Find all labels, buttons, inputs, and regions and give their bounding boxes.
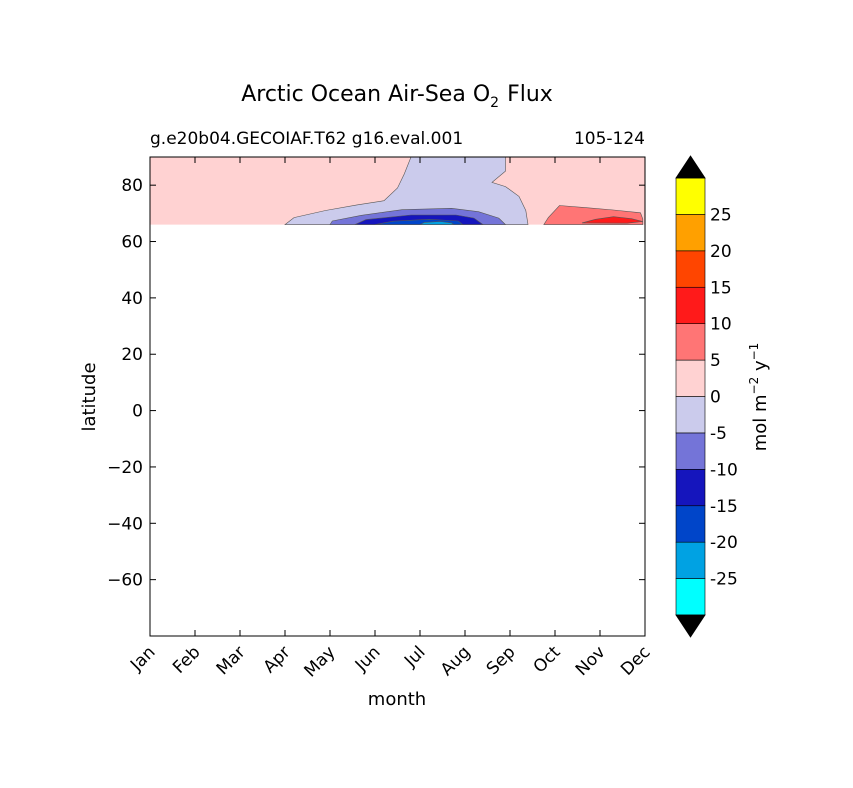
colorbar-swatch [675, 323, 706, 361]
chart-title-main: Arctic Ocean Air-Sea O [241, 82, 490, 107]
colorbar-label: mol m−2 y−1 [747, 343, 771, 452]
colorbar-label-exp1: −2 [747, 377, 761, 395]
y-tick-label: −60 [107, 571, 143, 591]
x-tick-label: Nov [572, 642, 610, 680]
colorbar-tick-label: -25 [710, 570, 738, 590]
colorbar-extend-top [675, 155, 706, 179]
chart-title-subscript: 2 [490, 95, 499, 111]
colorbar-swatch [675, 541, 706, 579]
y-axis-ticks: 80 60 40 20 0 −20 −40 −60 [107, 176, 645, 591]
x-tick-label: Dec [617, 642, 654, 679]
colorbar-swatch [675, 578, 706, 616]
colorbar-tick-label: 20 [710, 242, 732, 262]
plot-area: 80 60 40 20 0 −20 −40 −60 Jan Feb Mar Apr May Jun Jul… [107, 156, 655, 681]
colorbar-tick-label: 5 [710, 351, 721, 371]
colorbar-swatch [675, 250, 706, 288]
x-tick-label: Jun [351, 642, 385, 676]
colorbar-tick-label: -10 [710, 460, 738, 480]
y-tick-label: −20 [107, 458, 143, 478]
colorbar-tick-label: 15 [710, 278, 732, 298]
colorbar-label-main: mol m [750, 394, 771, 451]
contour-region-positive-core [581, 216, 643, 224]
colorbar-swatch [675, 505, 706, 543]
x-tick-label: Sep [483, 642, 520, 679]
colorbar-tick-label: -20 [710, 533, 738, 553]
chart-subtitle-right: 105-124 [574, 129, 645, 149]
colorbar-tick-label: 0 [710, 388, 721, 408]
x-tick-label: Apr [260, 642, 295, 677]
colorbar: -25 -20 -15 -10 -5 0 5 10 15 20 25 [675, 155, 738, 638]
y-tick-label: 60 [121, 233, 143, 253]
chart-title: Arctic Ocean Air-Sea O2 Flux [241, 82, 553, 111]
contour-region-core-center [419, 221, 455, 225]
colorbar-label-exp2: −1 [747, 343, 761, 361]
colorbar-extend-bottom [675, 614, 706, 638]
chart-subtitle-left: g.e20b04.GECOIAF.T62 g16.eval.001 [150, 129, 463, 149]
colorbar-label-mid: y [750, 360, 771, 377]
x-tick-label: Feb [169, 642, 204, 677]
y-tick-label: 0 [132, 402, 143, 422]
colorbar-swatch [675, 359, 706, 397]
plot-frame [149, 156, 646, 637]
x-tick-label: Mar [213, 642, 250, 679]
x-axis-label: month [368, 689, 426, 710]
x-tick-label: Jan [126, 642, 159, 675]
y-axis-label: latitude [79, 362, 100, 431]
plot-background [150, 157, 645, 636]
colorbar-swatch [675, 469, 706, 507]
colorbar-swatch [675, 177, 706, 215]
colorbar-tick-label: -5 [710, 424, 727, 444]
colorbar-swatch [675, 214, 706, 252]
y-tick-label: 80 [121, 176, 143, 196]
colorbar-tick-label: -15 [710, 497, 738, 517]
contour-layer [150, 156, 645, 225]
x-tick-label: Aug [437, 642, 475, 680]
y-tick-label: −40 [107, 514, 143, 534]
x-tick-label: Oct [530, 642, 565, 677]
x-tick-label: Jul [400, 642, 429, 671]
colorbar-tick-label: 25 [710, 205, 732, 225]
y-tick-label: 40 [121, 289, 143, 309]
y-tick-label: 20 [121, 345, 143, 365]
chart-title-end: Flux [507, 82, 553, 107]
colorbar-swatch [675, 286, 706, 324]
x-tick-label: May [301, 642, 340, 681]
colorbar-tick-label: 10 [710, 315, 732, 335]
colorbar-swatch [675, 432, 706, 470]
colorbar-swatch [675, 396, 706, 434]
